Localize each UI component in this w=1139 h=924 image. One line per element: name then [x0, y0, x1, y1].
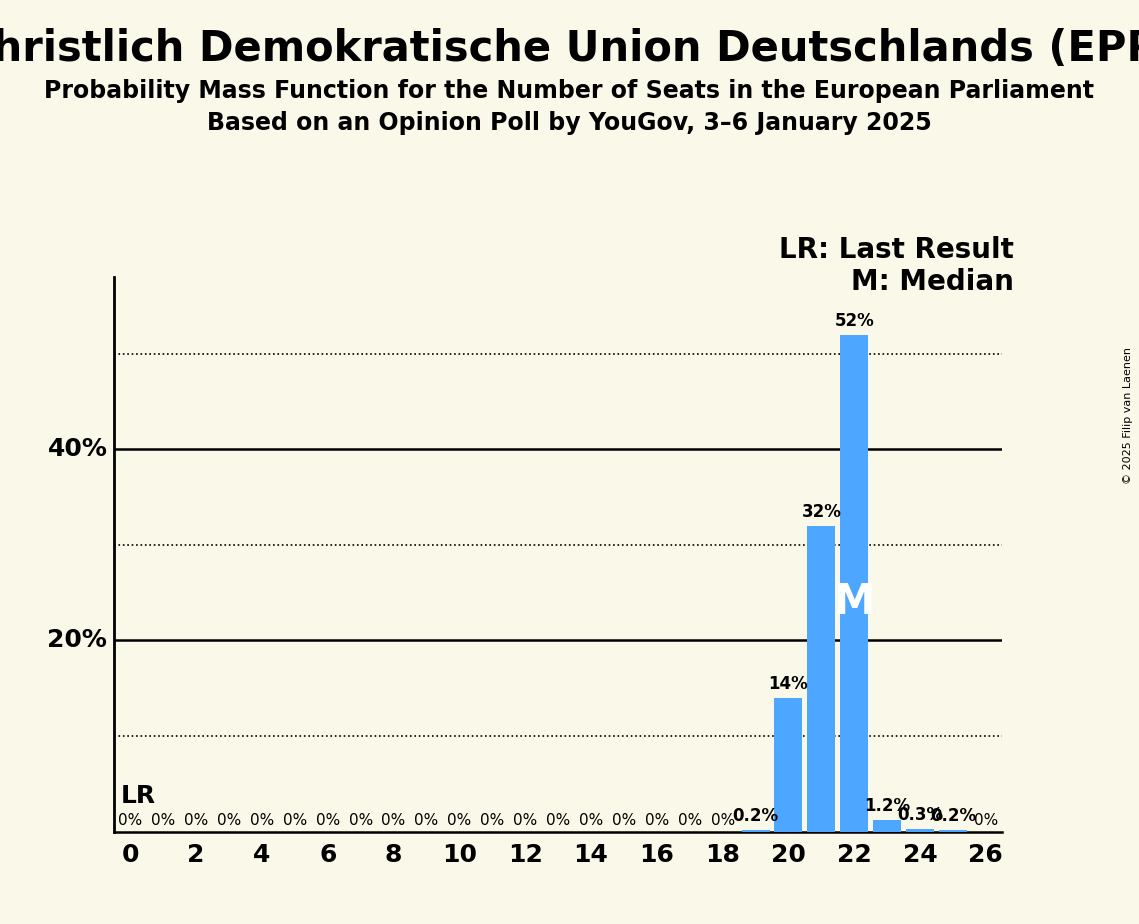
Text: © 2025 Filip van Laenen: © 2025 Filip van Laenen [1123, 347, 1133, 484]
Text: 0.2%: 0.2% [929, 807, 976, 825]
Text: 0%: 0% [185, 813, 208, 828]
Text: 0%: 0% [974, 813, 998, 828]
Bar [741, 830, 770, 832]
Bar [907, 829, 934, 832]
Text: 0%: 0% [415, 813, 439, 828]
Bar [808, 526, 835, 832]
Text: LR: LR [121, 784, 156, 808]
Text: M: M [834, 581, 875, 623]
Text: 0%: 0% [481, 813, 505, 828]
Bar [775, 698, 802, 832]
Text: 0.3%: 0.3% [898, 806, 943, 824]
Text: 0%: 0% [612, 813, 636, 828]
Text: LR: Last Result: LR: Last Result [779, 236, 1014, 263]
Text: 40%: 40% [48, 437, 107, 461]
Text: 0%: 0% [711, 813, 735, 828]
Text: 0%: 0% [513, 813, 538, 828]
Bar [939, 830, 967, 832]
Text: 0%: 0% [118, 813, 142, 828]
Text: 32%: 32% [802, 503, 842, 521]
Text: 0%: 0% [316, 813, 339, 828]
Text: Probability Mass Function for the Number of Seats in the European Parliament: Probability Mass Function for the Number… [44, 79, 1095, 103]
Text: 0%: 0% [349, 813, 372, 828]
Text: Christlich Demokratische Union Deutschlands (EPP): Christlich Demokratische Union Deutschla… [0, 28, 1139, 69]
Text: 0%: 0% [249, 813, 274, 828]
Text: 1.2%: 1.2% [865, 797, 910, 815]
Text: 0.2%: 0.2% [732, 807, 779, 825]
Bar [874, 821, 901, 832]
Text: 52%: 52% [835, 311, 874, 330]
Text: 0%: 0% [678, 813, 702, 828]
Text: M: Median: M: Median [851, 268, 1014, 296]
Text: Based on an Opinion Poll by YouGov, 3–6 January 2025: Based on an Opinion Poll by YouGov, 3–6 … [207, 111, 932, 135]
Text: 20%: 20% [48, 628, 107, 652]
Text: 0%: 0% [282, 813, 308, 828]
Text: 0%: 0% [645, 813, 669, 828]
Bar [841, 334, 868, 832]
Text: 0%: 0% [382, 813, 405, 828]
Text: 0%: 0% [448, 813, 472, 828]
Text: 0%: 0% [579, 813, 604, 828]
Text: 0%: 0% [151, 813, 175, 828]
Text: 0%: 0% [216, 813, 241, 828]
Text: 0%: 0% [546, 813, 571, 828]
Text: 14%: 14% [769, 675, 809, 693]
